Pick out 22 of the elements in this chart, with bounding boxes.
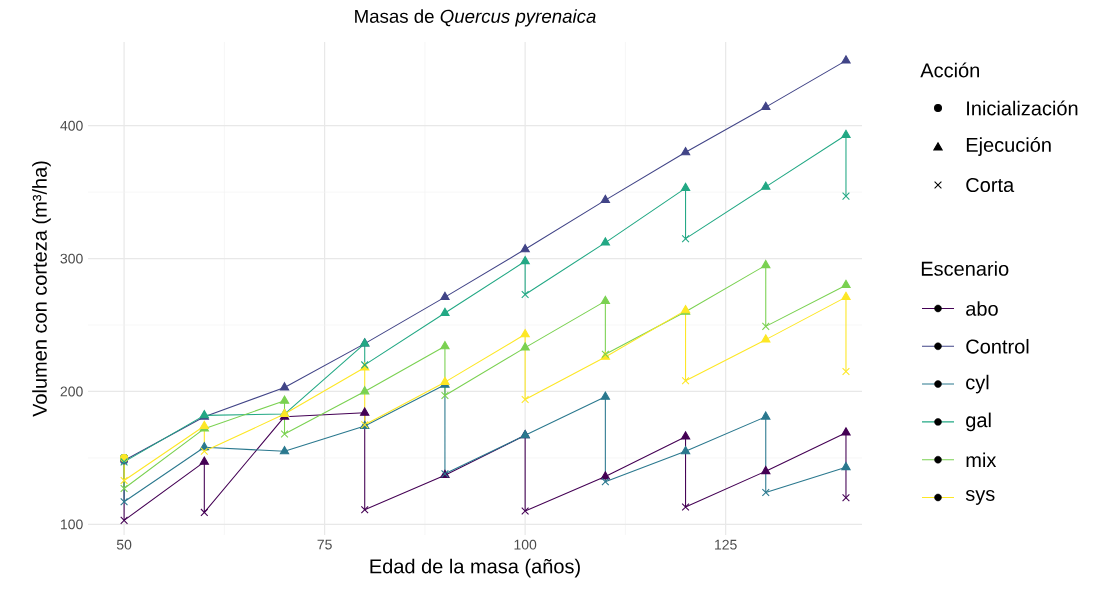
y-tick-label: 300: [60, 253, 83, 264]
text: Acción: [920, 62, 979, 78]
legend-label: gal: [966, 412, 991, 432]
x-tick-label: 50: [116, 539, 132, 550]
legend-label: mix: [966, 452, 997, 467]
y-tick-label: 400: [60, 120, 83, 131]
chart-title: Masas de Quercus pyrenaica: [355, 9, 596, 27]
text: Corta: [966, 177, 1015, 193]
text: Ejecución: [966, 137, 1051, 156]
y-tick-label: 200: [60, 386, 83, 397]
legend-label: sys: [965, 490, 995, 505]
y-axis-title: Volumen con corteza (m³/ha): [32, 161, 51, 417]
x-tick-label: 100: [514, 539, 537, 550]
x-axis-title: Edad de la masa (años): [370, 558, 580, 578]
x-tick-label: 125: [715, 539, 737, 550]
x-tick-label: 75: [317, 539, 332, 550]
text: Inicialización: [967, 100, 1078, 116]
legend-label: Control: [966, 338, 1029, 354]
legend-title: Escenario: [921, 261, 1009, 276]
y-tick-label: 100: [61, 519, 83, 530]
legend-label: cyl: [966, 374, 989, 394]
legend-label: abo: [966, 301, 998, 316]
